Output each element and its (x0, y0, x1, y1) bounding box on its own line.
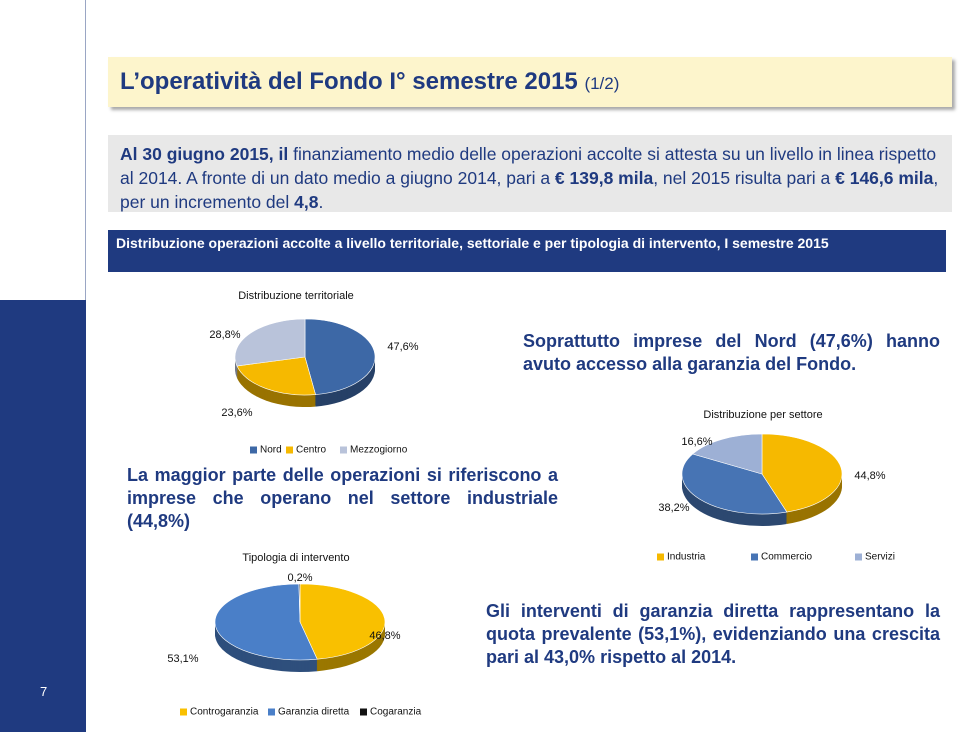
chart-title: Distribuzione per settore (703, 409, 822, 421)
pie-slice (761, 433, 843, 513)
legend-label: Mezzogiorno (350, 445, 408, 456)
pie-slice (681, 453, 788, 515)
side-panel (0, 0, 86, 300)
side-bar (0, 300, 86, 732)
note: La maggior parte delle operazioni si rif… (127, 465, 558, 531)
legend-swatch (250, 446, 257, 454)
legend-swatch (657, 553, 664, 561)
page-number: 7 (40, 684, 48, 699)
legend-label: Nord (260, 445, 282, 456)
legend-label: Cogaranzia (370, 707, 422, 718)
legend-label: Industria (667, 552, 706, 563)
data-label: 53,1% (167, 653, 198, 665)
pie-slice (234, 318, 306, 367)
legend-swatch (180, 708, 187, 716)
data-label: 47,6% (387, 341, 418, 353)
chart-title: Tipologia di intervento (242, 552, 349, 564)
data-label: 28,8% (209, 329, 240, 341)
note: Gli interventi di garanzia diretta rappr… (486, 601, 940, 667)
title: L’operatività del Fondo I° semestre 2015 (120, 68, 578, 95)
note: Soprattutto imprese del Nord (47,6%) han… (523, 331, 940, 374)
chart-title: Distribuzione territoriale (238, 290, 354, 302)
intro-text: Al 30 giugno 2015, il (120, 144, 289, 164)
legend-swatch (360, 708, 367, 716)
legend-swatch (751, 553, 758, 561)
title-box: L’operatività del Fondo I° semestre 2015… (108, 57, 952, 107)
subtitle: (1/2) (584, 74, 620, 93)
legend-label: Garanzia diretta (278, 707, 350, 718)
data-label: 46,8% (369, 630, 400, 642)
legend-label: Commercio (761, 552, 813, 563)
data-label: 44,8% (854, 470, 885, 482)
legend-swatch (286, 446, 293, 454)
pie-slice (299, 583, 386, 660)
data-label: 16,6% (681, 436, 712, 448)
legend-label: Servizi (865, 552, 895, 563)
pie-slice (304, 318, 376, 395)
intro-text: 4,8 (294, 192, 319, 212)
legend-swatch (855, 553, 862, 561)
intro-text: . (318, 192, 324, 212)
intro-text: € 146,6 mila (835, 168, 934, 188)
legend-swatch (340, 446, 347, 454)
data-label: 0,2% (287, 572, 312, 584)
intro-text: , per un incremento del (120, 168, 939, 212)
legend-label: Controgaranzia (190, 707, 259, 718)
intro-text: finanziamento medio delle operazioni acc… (120, 144, 937, 188)
pie-slice (298, 583, 301, 623)
section-title: Distribuzione operazioni accolte a livel… (108, 230, 946, 272)
legend-swatch (268, 708, 275, 716)
data-label: 23,6% (221, 407, 252, 419)
data-label: 38,2% (658, 502, 689, 514)
intro-text: , nel 2015 risulta pari a (653, 168, 836, 188)
legend-label: Centro (296, 445, 326, 456)
pie-slice (692, 433, 763, 475)
intro-text: € 139,8 mila (554, 168, 654, 188)
pie-slice (236, 356, 316, 396)
intro-box: Al 30 giugno 2015, il finanziamento medi… (108, 135, 952, 212)
pie-slice (214, 583, 318, 661)
